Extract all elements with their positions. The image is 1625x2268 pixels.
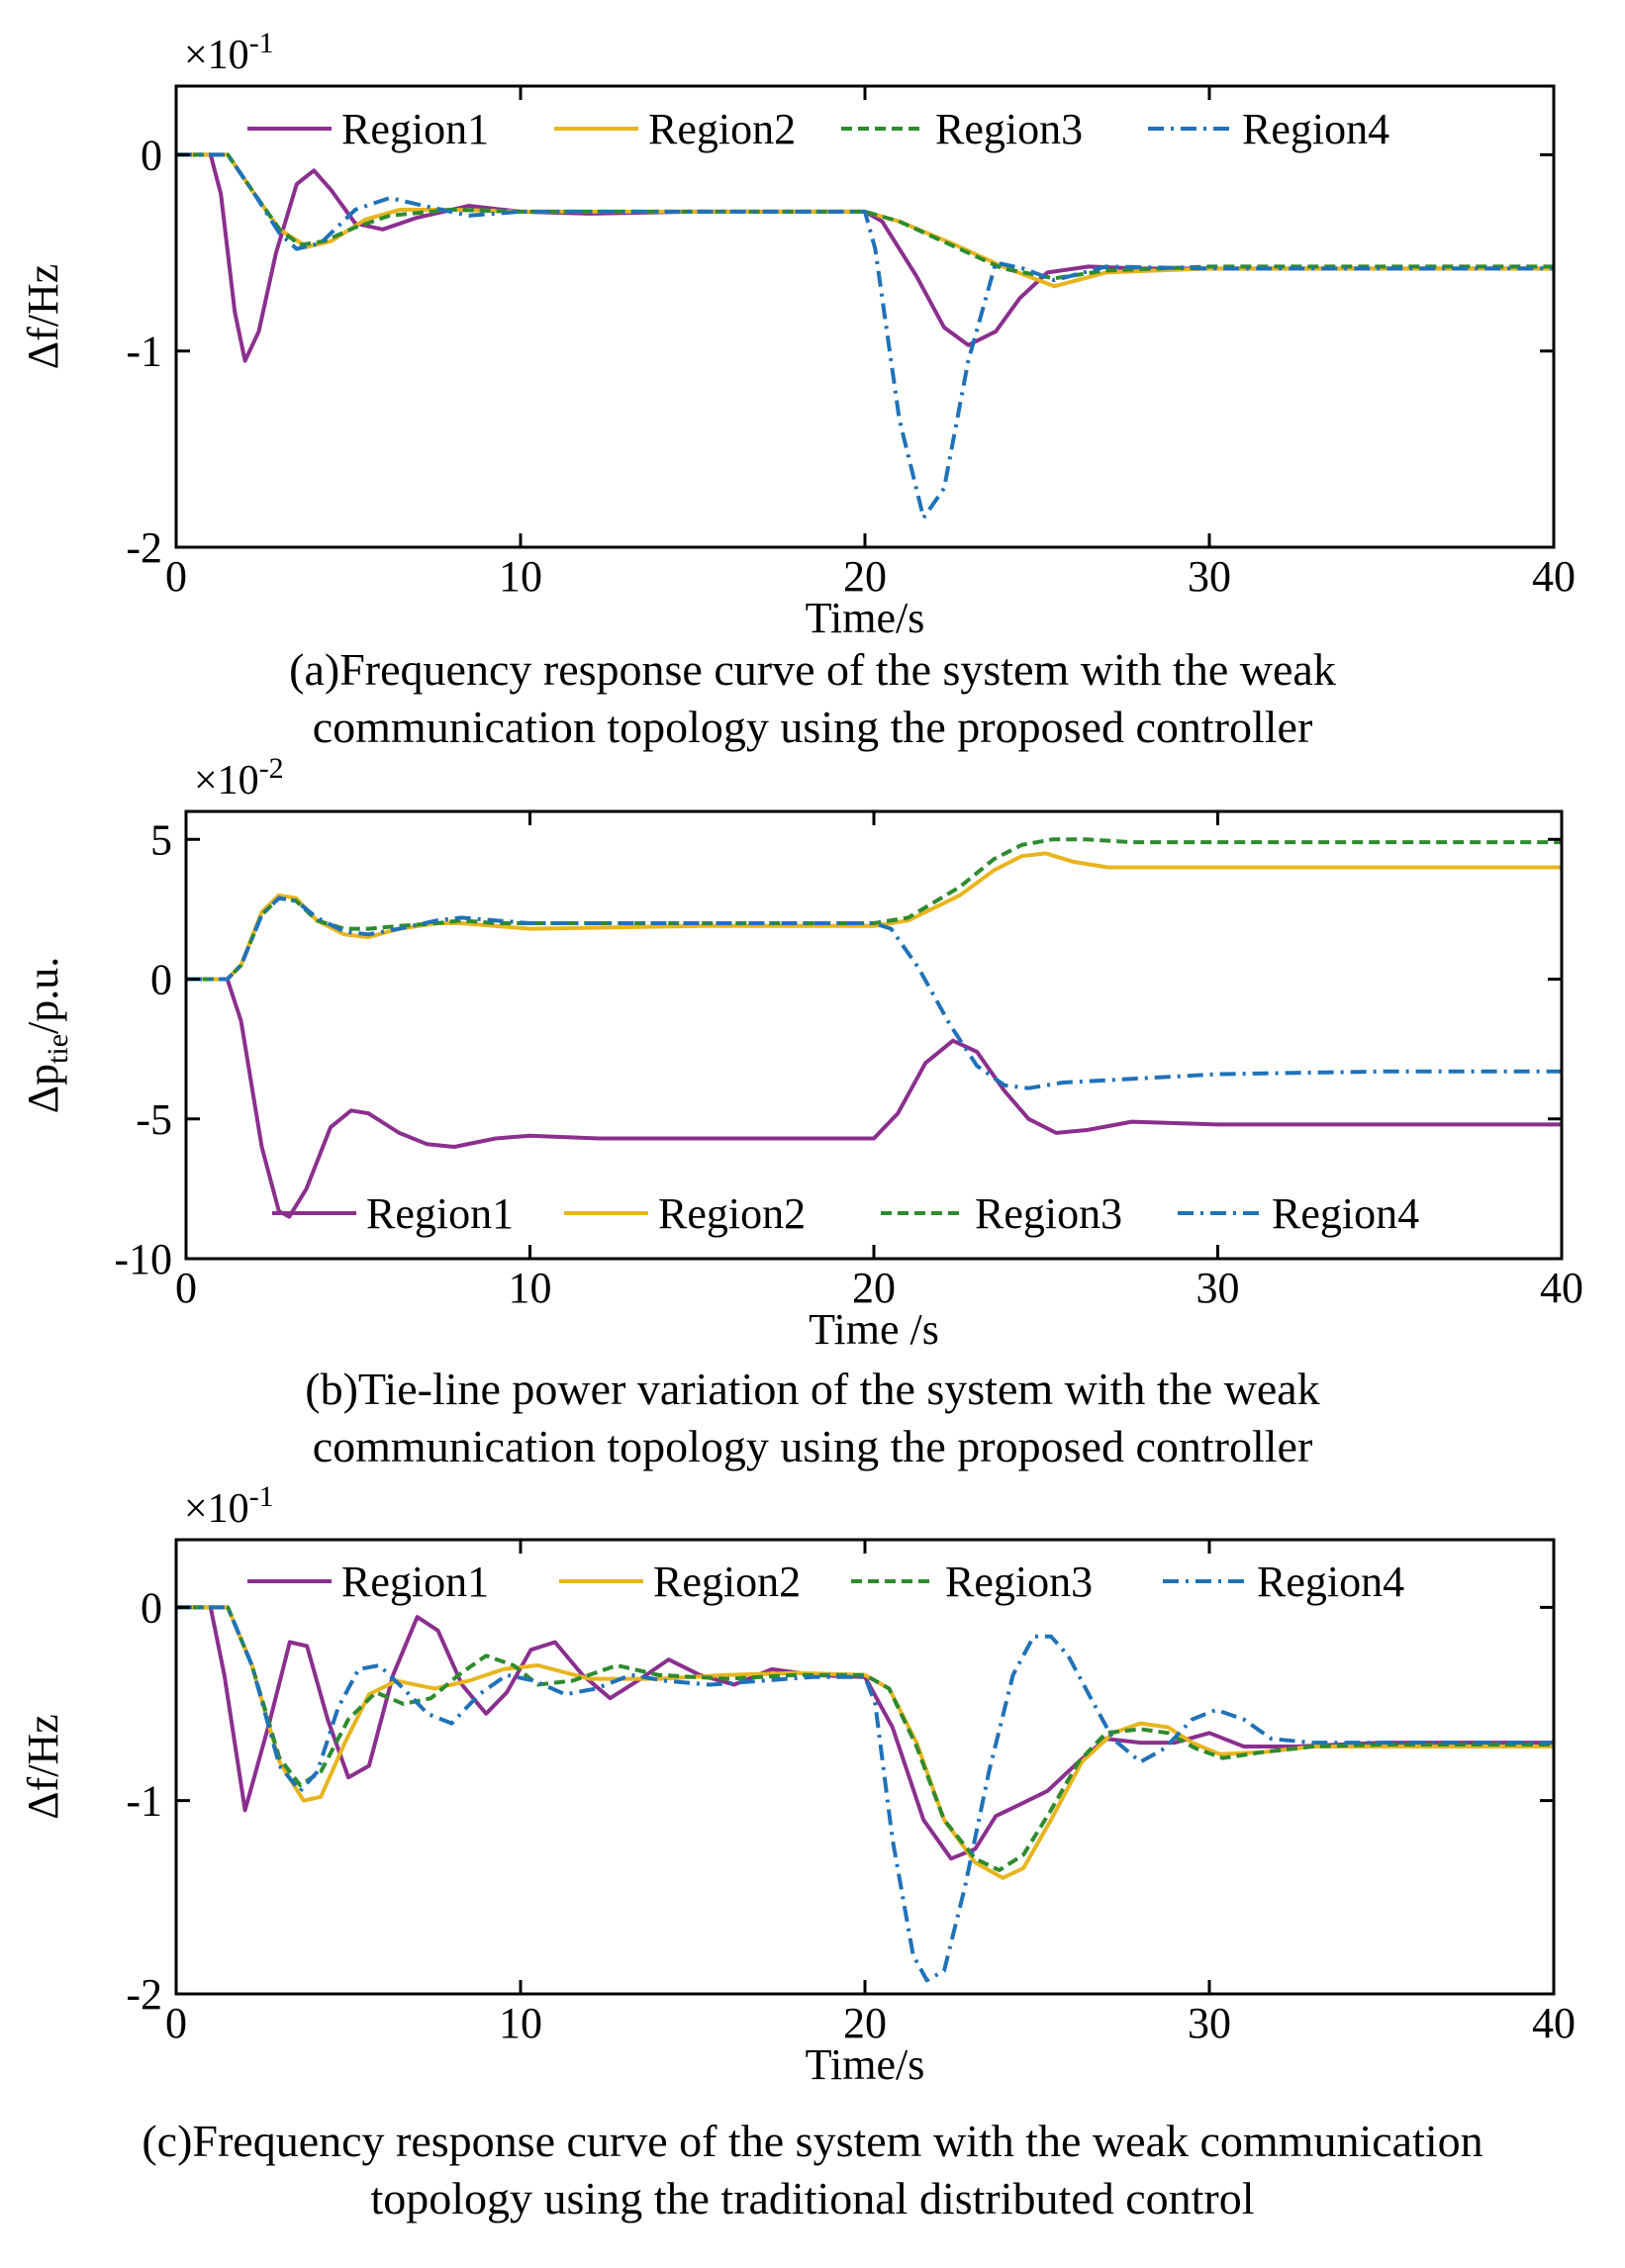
x-axis-label: Time/s: [806, 594, 925, 642]
caption-c-line1: (c)Frequency response curve of the syste…: [142, 2116, 1483, 2166]
x-tick-label: 20: [852, 1264, 896, 1312]
legend-label-region3: Region3: [945, 1558, 1093, 1606]
x-tick-label: 20: [843, 552, 887, 601]
exponent-label: ×10-1: [184, 27, 274, 78]
legend-label-region2: Region2: [658, 1189, 806, 1238]
x-tick-label: 30: [1188, 1999, 1231, 2047]
x-tick-label: 0: [165, 1999, 187, 2047]
x-tick-label: 40: [1532, 552, 1576, 601]
y-tick-label: -1: [126, 328, 162, 376]
legend-label-region3: Region3: [975, 1189, 1122, 1238]
y-tick-label: -5: [136, 1095, 172, 1144]
legend-label-region2: Region2: [648, 105, 796, 153]
exponent-label: ×10-1: [184, 1480, 274, 1532]
x-tick-label: 10: [509, 1264, 552, 1312]
y-axis-label: Δf/Hz: [19, 1714, 67, 1819]
legend-label-region4: Region4: [1242, 105, 1389, 153]
legend-label-region4: Region4: [1272, 1189, 1419, 1238]
caption-b-line1: (b)Tie-line power variation of the syste…: [305, 1364, 1320, 1414]
series-line-region2: [186, 851, 1562, 982]
caption-a: (a)Frequency response curve of the syste…: [0, 641, 1625, 756]
plot-frame: [174, 1538, 1556, 1996]
chart-a: 0 10 20 30 40 0 -1 -2 ×10-1 Time/s Δf/Hz Region1 Reg…: [19, 27, 1576, 642]
x-tick-label: 20: [843, 1999, 887, 2047]
series-line-region3: [186, 837, 1562, 982]
x-tick-label: 10: [499, 552, 542, 601]
x-tick-label: 0: [175, 1264, 197, 1312]
x-tick-label: 40: [1540, 1264, 1583, 1312]
x-tick-label: 10: [499, 1999, 542, 2047]
series-line-region1: [176, 152, 1554, 363]
series-line-region4: [176, 1605, 1554, 1983]
x-tick-label: 0: [165, 552, 187, 601]
legend-label-region4: Region4: [1257, 1558, 1404, 1606]
series-line-region2: [176, 1605, 1554, 1880]
y-tick-label: 0: [141, 131, 162, 179]
y-tick-label: -10: [114, 1235, 172, 1283]
y-tick-label: -2: [126, 1970, 162, 2019]
x-tick-label: 40: [1532, 1999, 1576, 2047]
y-tick-label: 0: [141, 1583, 162, 1632]
caption-b: (b)Tie-line power variation of the syste…: [0, 1361, 1625, 1475]
caption-b-line2: communication topology using the propose…: [312, 1421, 1313, 1471]
legend-label-region3: Region3: [935, 105, 1083, 153]
exponent-label: ×10-2: [194, 752, 284, 803]
legend-label-region1: Region1: [366, 1189, 514, 1238]
y-tick-label: 0: [150, 956, 172, 1004]
x-tick-label: 30: [1196, 1264, 1240, 1312]
series-line-region4: [176, 152, 1554, 520]
y-axis-label: Δptie/p.u.: [19, 957, 74, 1114]
caption-c-line2: topology using the traditional distribut…: [370, 2173, 1255, 2223]
series-line-region1: [176, 1605, 1554, 1861]
legend-label-region2: Region2: [653, 1558, 801, 1606]
series-line-region3: [176, 152, 1554, 281]
y-tick-label: -1: [126, 1777, 162, 1826]
legend-label-region1: Region1: [341, 1558, 489, 1606]
caption-a-line1: (a)Frequency response curve of the syste…: [289, 644, 1336, 695]
series-line-region1: [186, 977, 1562, 1219]
series-line-region3: [176, 1605, 1554, 1872]
caption-c: (c)Frequency response curve of the syste…: [0, 2113, 1625, 2227]
x-tick-label: 30: [1188, 552, 1231, 601]
y-tick-label: 5: [150, 815, 172, 864]
chart-c: 0 10 20 30 40 0 -1 -2 ×10-1 Time/s Δf/Hz Region1 Reg…: [19, 1480, 1576, 2089]
x-axis-label: Time/s: [806, 2040, 925, 2089]
caption-a-line2: communication topology using the propose…: [312, 702, 1313, 752]
legend-label-region1: Region1: [341, 105, 489, 153]
y-tick-label: -2: [126, 523, 162, 572]
series-line-region4: [186, 896, 1562, 1090]
plot-frame: [174, 84, 1556, 549]
x-axis-label: Time /s: [809, 1305, 939, 1354]
y-axis-label: Δf/Hz: [19, 264, 67, 369]
